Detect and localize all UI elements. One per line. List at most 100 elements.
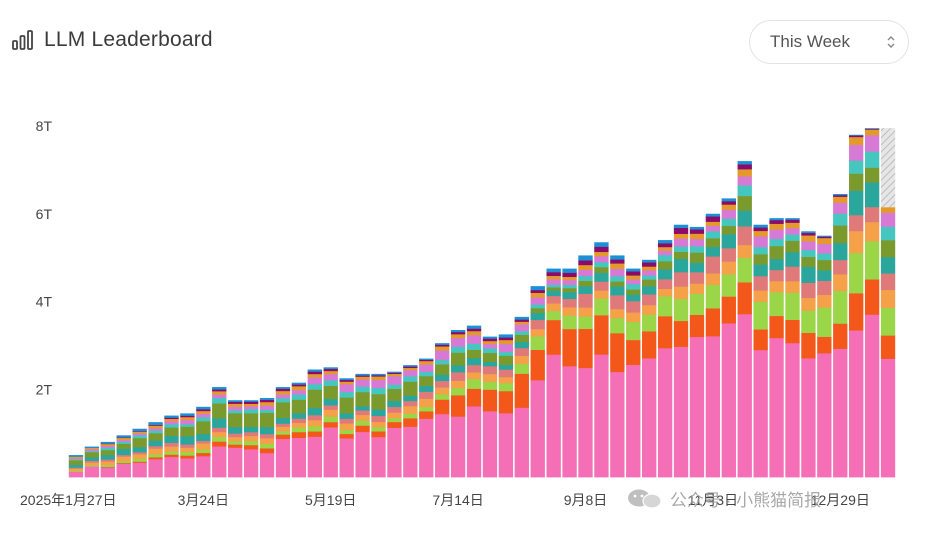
- bar-segment: [132, 437, 147, 448]
- bar-segment: [355, 410, 370, 416]
- bar-segment: [833, 194, 848, 196]
- bar-segment: [801, 282, 816, 299]
- bar-segment: [546, 310, 561, 321]
- bar-segment: [371, 376, 386, 381]
- bar-segment: [610, 308, 625, 319]
- bar-segment: [498, 355, 514, 365]
- bar-stack: [642, 259, 657, 478]
- bar-segment: [339, 397, 354, 414]
- bar-segment: [148, 454, 163, 458]
- bar-segment: [594, 255, 609, 263]
- bar-segment: [657, 240, 673, 244]
- bar-segment: [148, 422, 163, 426]
- bar-segment: [530, 286, 545, 291]
- period-select[interactable]: This Week: [749, 20, 909, 64]
- bar-segment: [753, 301, 768, 330]
- bar-segment: [307, 419, 322, 427]
- bar-segment: [849, 136, 864, 146]
- bar-segment: [116, 435, 131, 438]
- bar-segment: [291, 431, 307, 439]
- bar-segment: [339, 384, 354, 393]
- bar-segment: [530, 292, 545, 298]
- bar-segment: [626, 294, 641, 302]
- bar-segment: [753, 329, 768, 351]
- bar-segment: [594, 298, 609, 316]
- x-tick-label: 3月24日: [178, 492, 229, 508]
- bar-segment: [228, 406, 243, 411]
- bar-segment: [164, 417, 179, 420]
- bar-segment: [275, 431, 291, 435]
- bar-segment: [371, 431, 386, 438]
- bar-segment: [228, 436, 243, 442]
- bars-layer: [68, 128, 896, 478]
- bar-segment: [578, 328, 593, 369]
- bar-stack: [180, 413, 195, 478]
- bar-segment: [403, 367, 418, 371]
- bar-segment: [212, 403, 227, 419]
- bar-segment: [243, 444, 259, 450]
- bar-segment: [753, 230, 768, 237]
- bar-segment: [339, 438, 354, 478]
- bar-segment: [116, 441, 131, 444]
- bar-segment: [546, 268, 561, 273]
- bar-segment: [626, 300, 641, 313]
- bar-segment: [180, 423, 195, 427]
- bar-segment: [259, 405, 275, 410]
- bar-segment: [562, 328, 577, 367]
- bar-stack: [769, 218, 784, 478]
- bar-stack: [689, 226, 705, 478]
- bar-segment: [594, 281, 609, 291]
- bar-segment: [466, 357, 482, 366]
- bar-segment: [753, 275, 768, 291]
- bar-segment: [737, 169, 752, 177]
- bar-segment: [323, 380, 338, 387]
- bar-stack: [657, 240, 673, 478]
- bar-segment: [291, 389, 307, 395]
- bar-stack: [116, 435, 131, 478]
- bar-segment: [100, 449, 115, 456]
- bar-segment: [466, 388, 482, 407]
- bar-segment: [753, 246, 768, 255]
- bar-segment: [196, 443, 211, 450]
- bar-stack: [164, 415, 179, 478]
- bar-segment: [466, 334, 482, 344]
- bar-segment: [371, 373, 386, 376]
- bar-segment: [371, 409, 386, 417]
- bar-stack: [307, 369, 322, 478]
- bar-segment: [801, 249, 816, 258]
- bar-segment: [419, 358, 434, 360]
- y-tick-label: 2T: [36, 381, 53, 397]
- bar-segment: [817, 253, 832, 261]
- wechat-icon: [628, 489, 662, 509]
- bar-segment: [419, 391, 434, 399]
- bar-segment: [880, 239, 896, 258]
- bar-segment: [626, 271, 641, 276]
- bar-segment: [212, 446, 227, 478]
- page-title: LLM Leaderboard: [44, 28, 213, 51]
- bar-segment: [482, 373, 498, 383]
- bar-segment: [228, 401, 243, 404]
- bar-segment: [68, 471, 84, 478]
- bar-segment: [450, 333, 466, 339]
- bar-segment: [657, 243, 673, 248]
- bar-segment: [180, 435, 195, 445]
- bar-segment: [769, 280, 784, 293]
- bar-segment: [84, 460, 100, 463]
- bar-segment: [705, 221, 721, 226]
- bar-segment: [610, 286, 625, 296]
- bar-segment: [833, 194, 848, 197]
- bar-segment: [657, 269, 673, 280]
- bar-stack: [498, 334, 514, 478]
- bar-segment: [546, 271, 561, 277]
- bar-segment: [721, 274, 736, 297]
- bar-segment: [610, 263, 625, 269]
- bar-segment: [594, 261, 609, 268]
- bar-segment: [323, 373, 338, 381]
- bar-segment: [371, 427, 386, 432]
- bar-segment: [801, 232, 816, 236]
- bar-segment: [769, 269, 784, 282]
- bar-segment: [307, 431, 322, 437]
- bar-segment: [323, 370, 338, 375]
- bar-segment: [339, 418, 354, 424]
- bar-segment: [435, 394, 450, 400]
